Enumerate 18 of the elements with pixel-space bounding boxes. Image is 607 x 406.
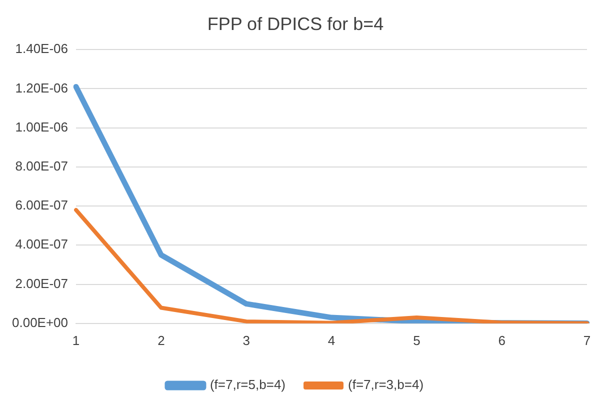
legend-label: (f=7,r=3,b=4) <box>348 377 424 392</box>
y-tick-label: 1.00E-06 <box>15 119 68 134</box>
y-tick-label: 0.00E+00 <box>12 314 68 330</box>
x-tick-label: 7 <box>583 332 591 348</box>
x-tick-label: 3 <box>242 332 250 348</box>
legend-label: (f=7,r=5,b=4) <box>210 377 286 392</box>
chart-title: FPP of DPICS for b=4 <box>207 14 384 34</box>
y-tick-label: 2.00E-07 <box>15 276 68 291</box>
y-tick-label: 1.40E-06 <box>15 41 68 56</box>
y-tick-label: 4.00E-07 <box>15 236 68 252</box>
y-tick-label: 6.00E-07 <box>15 198 68 213</box>
x-tick-label: 5 <box>413 332 420 348</box>
x-tick-label: 2 <box>158 332 165 348</box>
y-tick-label: 8.00E-07 <box>15 158 68 174</box>
x-tick-label: 1 <box>72 332 80 348</box>
y-tick-label: 1.20E-06 <box>15 80 68 96</box>
x-tick-label: 6 <box>498 332 506 348</box>
x-tick-label: 4 <box>328 332 336 348</box>
